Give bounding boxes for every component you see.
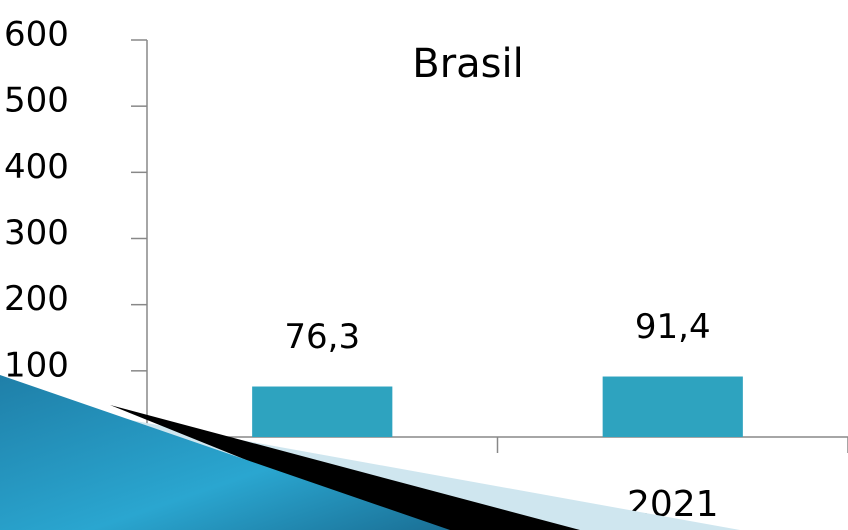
y-tick-label: 300	[4, 213, 69, 253]
y-tick-label: 400	[4, 147, 69, 187]
bar	[602, 376, 743, 437]
y-tick-label: 500	[4, 81, 69, 121]
y-tick-label: 100	[4, 345, 69, 385]
value-label: 91,4	[635, 307, 711, 347]
decor-blue	[0, 375, 450, 530]
bar	[252, 386, 393, 437]
value-label: 76,3	[284, 317, 360, 357]
y-tick-label: 200	[4, 279, 69, 319]
chart-title: Brasil	[412, 41, 523, 87]
decor-dark	[110, 405, 580, 530]
y-tick-label: 600	[4, 15, 69, 55]
decoration	[0, 375, 740, 530]
